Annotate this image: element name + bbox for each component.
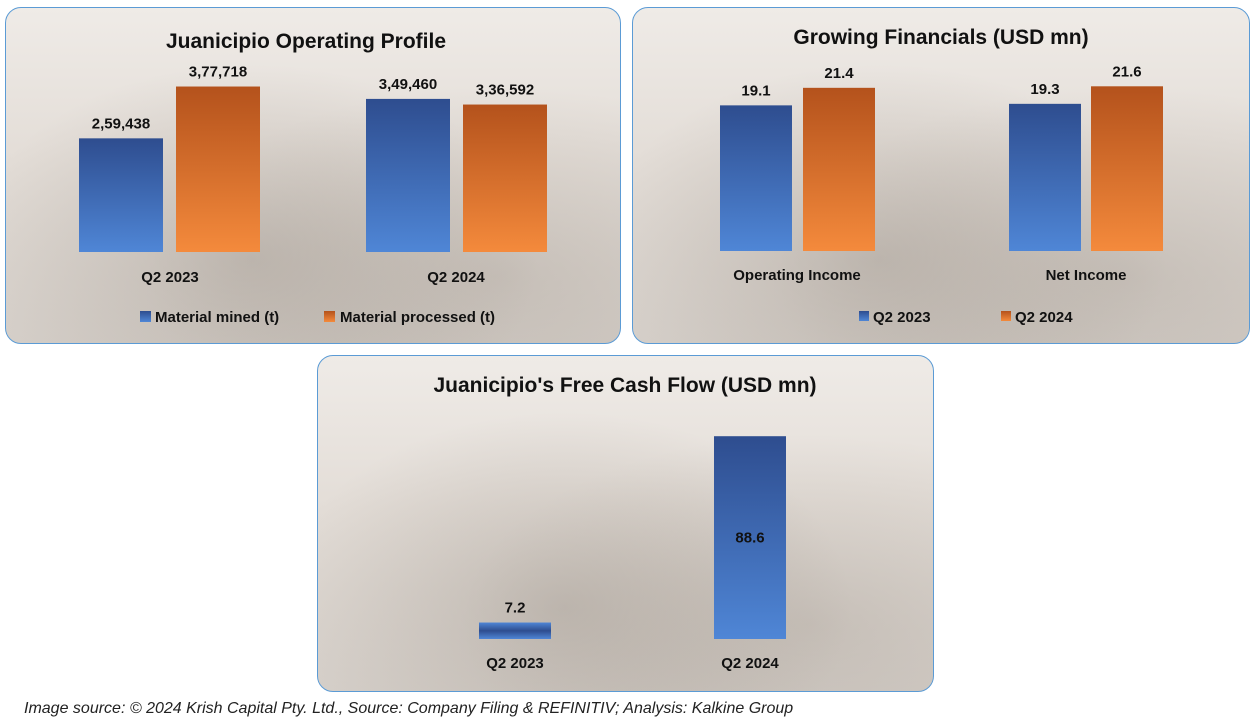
data-label: 21.6 [1112, 63, 1141, 80]
legend-label-material-processed: Material processed (t) [340, 309, 495, 326]
category-label: Q2 2024 [427, 269, 485, 286]
bar [79, 138, 163, 252]
category-label: Q2 2024 [721, 655, 779, 672]
bar [479, 622, 551, 639]
bar [366, 98, 450, 253]
bar [714, 436, 786, 639]
legend-swatch-material-mined [140, 311, 151, 322]
data-label: 3,77,718 [189, 64, 247, 81]
data-label: 3,49,460 [379, 76, 437, 93]
operating-profile-panel: Juanicipio Operating Profile 2,59,438 3,7… [5, 7, 621, 344]
data-label: 19.1 [741, 82, 770, 99]
image-source-footer: Image source: © 2024 Krish Capital Pty. … [24, 700, 794, 717]
legend-label-q2-2023: Q2 2023 [873, 309, 931, 326]
chart-title: Growing Financials (USD mn) [793, 26, 1088, 49]
legend-label-material-mined: Material mined (t) [155, 309, 279, 326]
chart-title: Juanicipio's Free Cash Flow (USD mn) [433, 374, 816, 397]
operating-profile-chart: Juanicipio Operating Profile 2,59,438 3,7… [79, 30, 547, 326]
legend-swatch-material-processed [324, 311, 335, 322]
category-label: Net Income [1046, 267, 1127, 284]
data-label: 7.2 [505, 600, 526, 617]
data-label: 88.6 [735, 530, 764, 547]
category-label: Q2 2023 [486, 655, 544, 672]
bar [1091, 86, 1163, 251]
bar [803, 87, 875, 251]
data-label: 21.4 [824, 65, 854, 82]
bar [720, 105, 792, 251]
chart-title: Juanicipio Operating Profile [166, 30, 446, 53]
growing-financials-chart: Growing Financials (USD mn) 19.1 21.4 19.3… [720, 26, 1163, 326]
data-label: 19.3 [1030, 81, 1059, 98]
legend-swatch-q2-2023 [859, 311, 869, 321]
legend-label-q2-2024: Q2 2024 [1015, 309, 1073, 326]
data-label: 3,36,592 [476, 82, 534, 99]
data-label: 2,59,438 [92, 115, 150, 132]
growing-financials-panel: Growing Financials (USD mn) 19.1 21.4 19.3… [632, 7, 1250, 344]
free-cash-flow-chart: Juanicipio's Free Cash Flow (USD mn) 7.2… [433, 374, 816, 672]
bar [1009, 103, 1081, 252]
bar [463, 104, 547, 252]
category-label: Q2 2023 [141, 269, 199, 286]
free-cash-flow-panel: Juanicipio's Free Cash Flow (USD mn) 7.2… [317, 355, 934, 692]
category-label: Operating Income [733, 267, 861, 284]
bar [176, 86, 260, 252]
legend-swatch-q2-2024 [1001, 311, 1011, 321]
